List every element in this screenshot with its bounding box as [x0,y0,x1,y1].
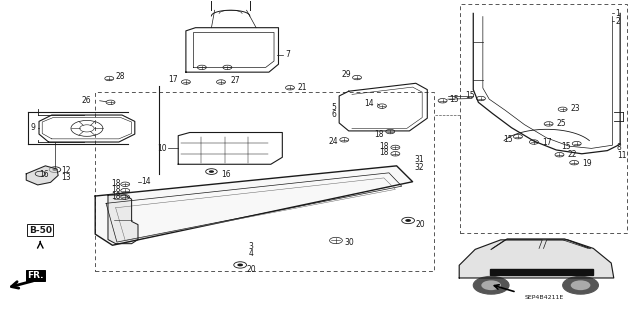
Text: 9: 9 [31,123,36,132]
Text: 23: 23 [570,104,580,113]
Polygon shape [460,240,614,278]
Text: 6: 6 [332,110,337,119]
Polygon shape [26,166,58,185]
Text: 14: 14 [141,177,151,186]
Text: 5: 5 [332,103,337,112]
Text: 10: 10 [157,144,167,153]
Polygon shape [108,195,138,244]
Text: 18: 18 [380,142,389,151]
Text: 26: 26 [82,96,92,105]
Circle shape [563,276,598,294]
Text: 28: 28 [116,72,125,81]
Text: 19: 19 [582,159,591,168]
Text: 18: 18 [111,179,121,188]
Text: 22: 22 [568,150,577,159]
Text: 11: 11 [617,151,627,160]
Circle shape [52,168,58,171]
Text: 15: 15 [465,92,474,100]
Circle shape [481,280,501,290]
Circle shape [405,219,411,222]
Circle shape [237,263,243,266]
Text: 18: 18 [374,130,384,138]
Polygon shape [490,269,593,275]
Bar [461,4,627,233]
Circle shape [571,280,590,290]
Text: 14: 14 [365,100,374,108]
Text: B-50: B-50 [29,226,52,234]
Circle shape [473,276,509,294]
Text: 20: 20 [416,220,426,229]
Text: FR.: FR. [28,271,44,280]
Text: 25: 25 [556,119,566,129]
Text: 2: 2 [615,17,620,26]
Text: 4: 4 [248,249,253,258]
Polygon shape [95,166,413,245]
Text: 17: 17 [542,137,552,146]
Text: 21: 21 [298,83,307,92]
Text: 7: 7 [285,50,290,59]
Text: 12: 12 [61,166,71,175]
Text: 31: 31 [415,155,424,164]
Text: SEP4B4211E: SEP4B4211E [524,295,564,300]
Text: 15: 15 [561,142,570,151]
Text: 24: 24 [328,137,338,145]
Text: 27: 27 [230,76,240,85]
Text: 13: 13 [61,174,71,182]
Text: 18: 18 [111,191,121,201]
Text: 18: 18 [380,148,389,157]
Text: 15: 15 [449,95,459,104]
Text: 15: 15 [503,135,513,144]
Bar [95,92,434,271]
Text: 29: 29 [341,70,351,79]
Text: 1: 1 [615,9,620,18]
Text: 16: 16 [221,170,230,179]
Circle shape [209,170,214,173]
Text: 20: 20 [246,264,256,274]
Text: 17: 17 [168,75,178,84]
Text: 30: 30 [344,238,354,247]
Text: 32: 32 [415,163,424,172]
Text: 3: 3 [248,242,253,251]
Text: 16: 16 [39,170,49,179]
Text: 8: 8 [617,143,621,152]
Text: 18: 18 [111,185,121,194]
